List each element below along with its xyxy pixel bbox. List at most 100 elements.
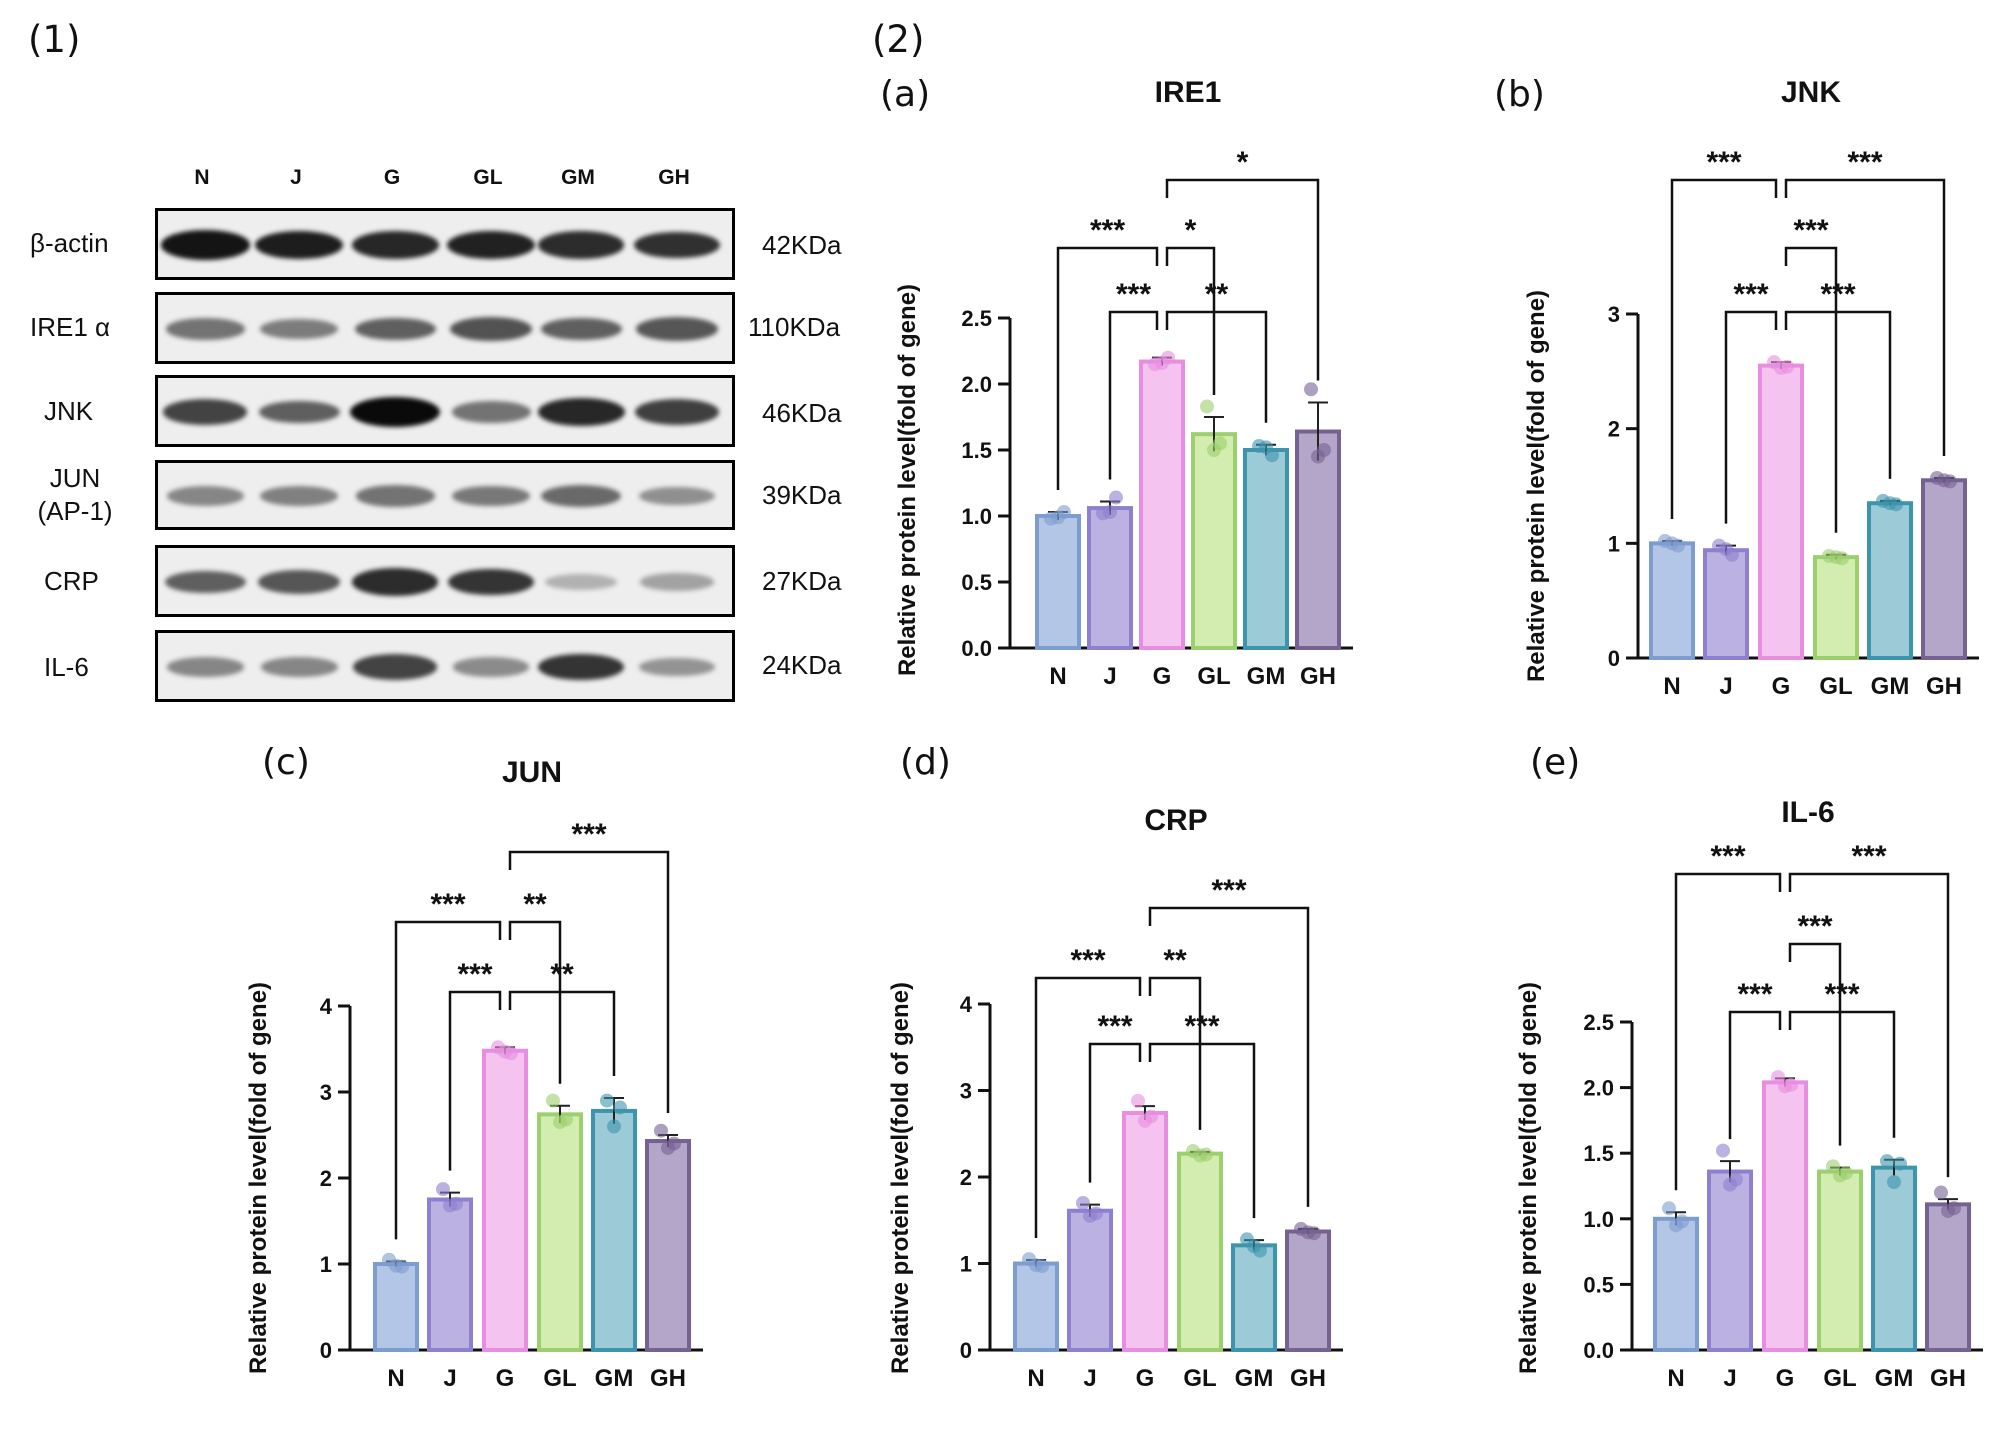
blot-band xyxy=(537,398,625,426)
significance-label: *** xyxy=(430,888,465,921)
significance-bracket xyxy=(1034,976,1142,1239)
significance-bracket xyxy=(1148,976,1202,1130)
data-point xyxy=(1716,1143,1730,1158)
x-tick-label: GL xyxy=(1819,673,1852,700)
data-point xyxy=(607,1119,621,1134)
y-tick-label: 1.5 xyxy=(1583,1141,1614,1166)
bar-j xyxy=(1703,548,1749,660)
significance-label: ** xyxy=(550,958,574,991)
significance-label: *** xyxy=(1847,146,1882,179)
bar-j xyxy=(427,1197,473,1352)
bar-gm xyxy=(1243,448,1289,650)
y-tick-label: 0.0 xyxy=(961,636,992,661)
blot-band xyxy=(351,231,439,259)
x-tick-label: GM xyxy=(1871,673,1910,700)
bar-n xyxy=(1649,541,1695,660)
data-point xyxy=(1200,399,1214,414)
blot-band xyxy=(354,317,436,341)
y-tick-label: 1.0 xyxy=(961,504,992,529)
significance-label: ** xyxy=(523,888,547,921)
bar-gl xyxy=(1177,1151,1223,1353)
x-tick-label: J xyxy=(1083,1365,1096,1392)
x-tick-label: GH xyxy=(1290,1365,1326,1392)
data-point xyxy=(1723,1177,1737,1192)
blot-lane-n: N xyxy=(194,166,210,189)
blot-band xyxy=(260,318,338,340)
data-point xyxy=(1662,1201,1676,1216)
y-tick-label: 0.5 xyxy=(1583,1272,1614,1297)
y-tick-label: 1 xyxy=(320,1252,332,1277)
blot-kda-label: 42KDa xyxy=(762,230,842,260)
x-tick-label: G xyxy=(496,1365,515,1392)
bar-j xyxy=(1087,506,1133,650)
data-point xyxy=(654,1123,668,1138)
panel-label: (e) xyxy=(1530,742,1580,783)
chart-title: IRE1 xyxy=(1155,76,1222,109)
blot-band xyxy=(636,317,718,341)
x-tick-label: GH xyxy=(650,1365,686,1392)
data-point xyxy=(1719,542,1733,557)
data-point xyxy=(1883,496,1897,511)
blot-band xyxy=(166,486,244,506)
blot-band xyxy=(544,574,618,590)
x-tick-label: GL xyxy=(1823,1365,1856,1392)
data-point xyxy=(1304,382,1318,397)
data-point xyxy=(1083,1208,1097,1223)
bar-n xyxy=(1013,1261,1059,1352)
bar-gm xyxy=(1867,501,1913,661)
blot-band xyxy=(260,485,338,507)
x-tick-label: J xyxy=(1723,1365,1736,1392)
blot-band xyxy=(260,657,338,677)
significance-label: * xyxy=(1237,146,1249,179)
x-tick-label: GH xyxy=(1300,663,1336,690)
data-point xyxy=(1259,440,1273,455)
data-point xyxy=(1155,355,1169,370)
blot-band xyxy=(538,653,624,681)
part1-label: (1) xyxy=(28,18,81,61)
bar-g xyxy=(1122,1110,1168,1352)
y-tick-label: 4 xyxy=(320,994,333,1019)
blot-strip xyxy=(155,545,735,617)
significance-bracket xyxy=(1788,1010,1896,1138)
blot-band xyxy=(452,657,530,677)
blot-band xyxy=(634,399,720,425)
blot-strip xyxy=(155,292,735,364)
blot-lane-g: G xyxy=(383,166,401,189)
y-tick-label: 3 xyxy=(1608,302,1620,327)
bar-gh xyxy=(1925,1202,1971,1353)
blot-row-label: JUN (AP-1) xyxy=(37,463,113,526)
blot-band xyxy=(640,573,714,591)
x-tick-label: G xyxy=(1776,1365,1795,1392)
bar-gh xyxy=(645,1139,691,1353)
blot-strip xyxy=(155,208,735,280)
bar-gl xyxy=(537,1112,583,1352)
bar-gl xyxy=(1191,432,1237,650)
significance-label: *** xyxy=(457,958,492,991)
blot-band xyxy=(451,401,531,423)
data-point xyxy=(443,1198,457,1213)
significance-bracket xyxy=(448,990,502,1171)
blot-band xyxy=(541,485,621,507)
significance-label: ** xyxy=(1163,944,1187,977)
y-tick-label: 0 xyxy=(1608,646,1620,671)
y-tick-label: 2 xyxy=(960,1165,972,1190)
data-point xyxy=(1076,1195,1090,1210)
blot-band xyxy=(163,399,247,425)
data-point xyxy=(553,1115,567,1130)
bar-g xyxy=(1762,1080,1808,1353)
blot-kda-label: 46KDa xyxy=(762,398,842,428)
y-tick-label: 3 xyxy=(960,1079,972,1104)
y-tick-label: 2.0 xyxy=(961,372,992,397)
data-point xyxy=(1193,1148,1207,1163)
x-tick-label: N xyxy=(1667,1365,1684,1392)
data-point xyxy=(1778,1079,1792,1094)
data-point xyxy=(1887,1175,1901,1190)
blot-lane-gm: GM xyxy=(561,166,595,189)
data-point xyxy=(661,1140,675,1155)
blot-kda-label: 27KDa xyxy=(762,566,842,596)
significance-bracket xyxy=(1165,178,1320,381)
data-point xyxy=(1829,550,1843,565)
x-tick-label: G xyxy=(1136,1365,1155,1392)
panel-label: (d) xyxy=(900,742,951,783)
part2-label: (2) xyxy=(872,18,925,61)
